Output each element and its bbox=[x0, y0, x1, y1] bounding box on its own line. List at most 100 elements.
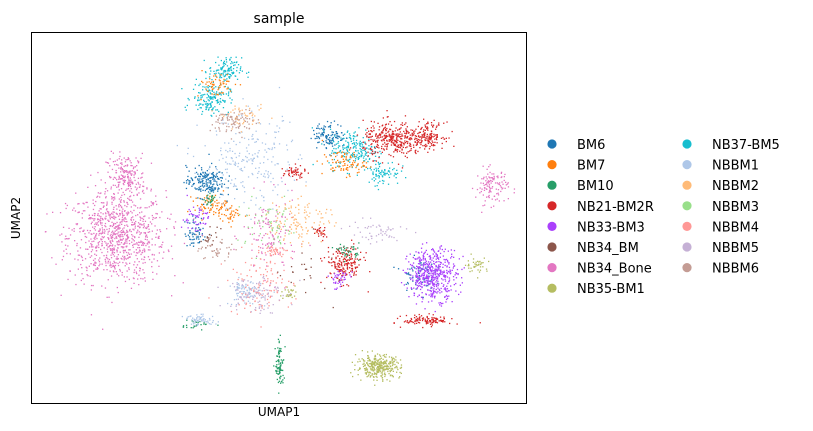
data-point bbox=[104, 241, 106, 243]
data-point bbox=[374, 384, 376, 386]
data-point bbox=[393, 133, 395, 135]
data-point bbox=[154, 244, 156, 246]
data-point bbox=[94, 214, 96, 217]
data-point bbox=[439, 263, 441, 266]
data-point bbox=[78, 203, 80, 205]
data-point bbox=[331, 139, 333, 141]
data-point bbox=[283, 173, 285, 175]
data-point bbox=[348, 272, 350, 274]
data-point bbox=[405, 177, 407, 179]
data-point bbox=[390, 144, 393, 146]
data-point bbox=[185, 182, 188, 184]
data-point bbox=[144, 261, 146, 264]
data-point bbox=[119, 238, 121, 240]
data-point bbox=[187, 97, 189, 100]
data-point bbox=[119, 227, 121, 229]
data-point bbox=[242, 98, 244, 100]
data-point bbox=[105, 215, 107, 217]
data-point bbox=[370, 136, 372, 138]
data-point bbox=[137, 247, 139, 249]
data-point bbox=[365, 372, 367, 374]
data-point bbox=[424, 308, 426, 310]
data-point bbox=[121, 258, 123, 260]
data-point bbox=[275, 365, 277, 368]
data-point bbox=[335, 161, 337, 163]
data-point bbox=[346, 268, 349, 270]
data-point bbox=[217, 101, 219, 103]
data-point bbox=[350, 276, 352, 278]
data-point bbox=[174, 221, 177, 223]
data-point bbox=[362, 359, 365, 361]
data-point bbox=[414, 321, 416, 323]
data-point bbox=[433, 270, 435, 272]
data-point bbox=[235, 208, 237, 211]
data-point bbox=[347, 145, 350, 148]
data-point bbox=[257, 239, 259, 241]
data-point bbox=[235, 163, 237, 165]
data-point bbox=[335, 266, 337, 268]
data-point bbox=[357, 374, 359, 376]
data-point bbox=[232, 71, 234, 73]
data-point bbox=[345, 260, 348, 262]
data-point bbox=[206, 212, 209, 214]
data-point bbox=[299, 154, 301, 156]
data-point bbox=[248, 292, 251, 294]
data-point bbox=[142, 262, 144, 264]
data-point bbox=[436, 142, 438, 144]
data-point bbox=[276, 125, 278, 127]
data-point bbox=[429, 133, 431, 135]
data-point bbox=[386, 135, 388, 138]
data-point bbox=[367, 365, 370, 367]
data-point bbox=[412, 262, 415, 264]
data-point bbox=[227, 208, 229, 210]
data-point bbox=[207, 178, 209, 180]
data-point bbox=[381, 362, 383, 364]
data-point bbox=[208, 168, 210, 170]
data-point bbox=[294, 285, 296, 287]
data-point bbox=[336, 268, 338, 270]
data-point bbox=[274, 164, 276, 166]
data-point bbox=[397, 144, 399, 146]
data-point bbox=[362, 365, 365, 368]
data-point bbox=[108, 228, 110, 230]
data-point bbox=[399, 140, 401, 143]
data-point bbox=[258, 170, 260, 173]
data-point bbox=[386, 365, 388, 367]
data-point bbox=[445, 275, 447, 277]
data-point bbox=[375, 364, 377, 366]
data-point bbox=[61, 241, 63, 243]
data-point bbox=[124, 240, 127, 242]
data-point bbox=[404, 140, 406, 142]
data-point bbox=[385, 367, 388, 369]
data-point bbox=[132, 216, 134, 218]
data-point bbox=[207, 87, 209, 89]
data-point bbox=[376, 369, 378, 371]
data-point bbox=[189, 232, 191, 234]
data-point bbox=[212, 172, 214, 174]
data-point bbox=[139, 207, 141, 209]
data-point bbox=[329, 137, 331, 139]
data-point bbox=[357, 152, 360, 154]
data-point bbox=[341, 269, 343, 271]
data-point bbox=[443, 318, 445, 320]
data-point bbox=[422, 277, 424, 279]
data-point bbox=[384, 375, 386, 378]
data-point bbox=[365, 143, 367, 145]
data-point bbox=[321, 260, 323, 262]
data-point bbox=[446, 259, 449, 262]
data-point bbox=[334, 134, 336, 136]
data-point bbox=[185, 324, 188, 326]
data-point bbox=[436, 292, 438, 294]
data-point bbox=[139, 226, 141, 228]
data-point bbox=[118, 198, 120, 200]
data-point bbox=[425, 320, 427, 322]
data-point bbox=[388, 174, 390, 176]
data-point bbox=[257, 152, 259, 154]
data-point bbox=[396, 146, 398, 148]
data-point bbox=[365, 154, 367, 156]
data-point bbox=[200, 198, 202, 200]
data-point bbox=[144, 249, 146, 251]
data-point bbox=[148, 240, 150, 243]
data-point bbox=[492, 178, 494, 180]
data-point bbox=[210, 209, 212, 211]
